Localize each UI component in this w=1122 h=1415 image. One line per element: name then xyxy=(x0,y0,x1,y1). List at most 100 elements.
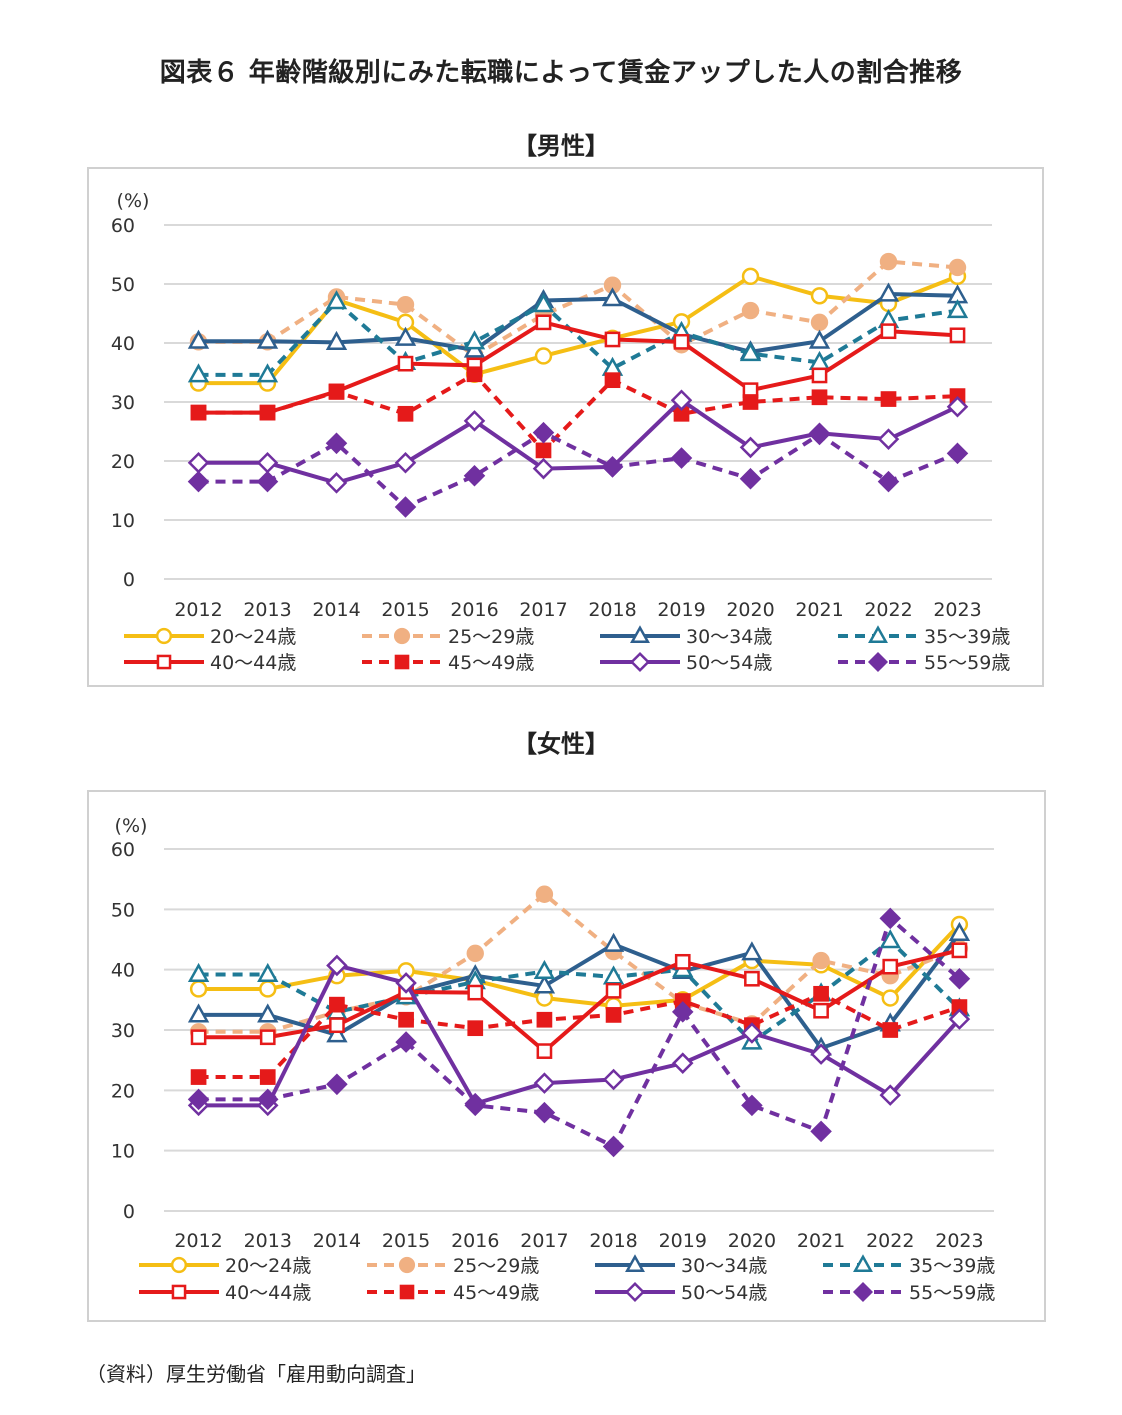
legend-marker-20～24歳 xyxy=(170,1256,188,1274)
point-55～59歳-2022 xyxy=(879,907,902,930)
legend-item-20～24歳: 20～24歳 xyxy=(124,626,296,648)
chart-female-svg: 0 10 20 30 40 50 60(%) 2012 2013 2014 2015 2016 2017… xyxy=(111,815,996,1304)
legend-label-35～39歳: 35～39歳 xyxy=(924,626,1010,648)
legend-item-45～49歳: 45～49歳 xyxy=(367,1282,539,1304)
legend-marker-50～54歳 xyxy=(629,651,651,673)
x-tick-label-2021: 2021 xyxy=(797,1230,845,1252)
point-40～44歳-2020 xyxy=(744,970,760,987)
point-50～54歳-2013 xyxy=(256,452,279,474)
legend-label-40～44歳: 40～44歳 xyxy=(225,1282,311,1304)
chart-male: 0 10 20 30 40 50 60 (%) 2012 2013 2014 2015 2016 2017… xyxy=(87,167,1044,687)
point-40～44歳-2017 xyxy=(536,1043,553,1059)
x-tick-label-2017: 2017 xyxy=(519,599,567,621)
point-55～59歳-2018 xyxy=(602,1135,625,1158)
point-45～49歳-2016 xyxy=(466,366,483,383)
chart-male-svg: 0 10 20 30 40 50 60 (%) 2012 2013 2014 2015 2016 2017… xyxy=(111,190,1011,674)
point-25～29歳-2021 xyxy=(810,313,829,332)
x-tick-label-2012: 2012 xyxy=(174,1230,222,1252)
series-line-35～39歳 xyxy=(198,938,961,1045)
point-55～59歳-2013 xyxy=(256,470,279,493)
point-50～54歳-2014 xyxy=(326,954,348,977)
point-50～54歳-2019 xyxy=(670,389,693,411)
point-30～34歳-2014 xyxy=(326,1023,348,1043)
point-50～54歳-2022 xyxy=(877,428,900,450)
point-40～44歳-2015 xyxy=(397,355,414,372)
x-tick-label-2018: 2018 xyxy=(588,599,636,621)
legend-marker-50～54歳 xyxy=(624,1281,646,1303)
point-30～34歳-2012 xyxy=(187,329,210,349)
legend-marker-30～34歳 xyxy=(630,625,650,644)
point-35～39歳-2017 xyxy=(533,959,556,980)
point-50～54歳-2019 xyxy=(671,1052,694,1074)
x-tick-label-2023: 2023 xyxy=(933,599,981,621)
legend-label-20～24歳: 20～24歳 xyxy=(225,1255,311,1277)
point-35～39歳-2013 xyxy=(256,363,279,383)
legend-item-30～34歳: 30～34歳 xyxy=(595,1254,767,1277)
point-35～39歳-2013 xyxy=(257,962,279,983)
point-40～44歳-2012 xyxy=(190,1029,207,1046)
point-40～44歳-2022 xyxy=(880,323,897,340)
legend-marker-30～34歳 xyxy=(625,1254,645,1273)
legend-marker-45～49歳 xyxy=(394,654,410,670)
series-line-40～44歳 xyxy=(198,948,960,1054)
x-tick-label-2014: 2014 xyxy=(312,599,360,621)
legend-label-50～54歳: 50～54歳 xyxy=(686,652,772,674)
chart-female: 0 10 20 30 40 50 60 (%) 2012 2013 2014 2015 2016 2017… xyxy=(87,790,1046,1322)
legend-item-50～54歳: 50～54歳 xyxy=(600,651,772,674)
x-tick-label-2016: 2016 xyxy=(450,599,498,621)
point-45～49歳-2017 xyxy=(535,442,552,459)
legend-label-55～59歳: 55～59歳 xyxy=(924,652,1010,674)
point-55～59歳-2016 xyxy=(464,1094,487,1117)
legend-label-40～44歳: 40～44歳 xyxy=(210,652,296,674)
y-tick-label-50: 50 xyxy=(111,899,135,921)
legend-marker-40～44歳 xyxy=(171,1284,187,1300)
point-40～44歳-2023 xyxy=(951,942,968,959)
point-55～59歳-2012 xyxy=(187,470,210,493)
point-55～59歳-2021 xyxy=(808,423,831,446)
point-40～44歳-2019 xyxy=(673,333,690,350)
point-35～39歳-2023 xyxy=(946,298,969,319)
legend-item-55～59歳: 55～59歳 xyxy=(823,1281,995,1304)
y-tick-label-60: 60 xyxy=(111,839,135,861)
point-20～24歳-2012 xyxy=(189,980,208,998)
point-30～34歳-2023 xyxy=(948,921,971,942)
point-30～34歳-2014 xyxy=(325,330,348,350)
legend: 20～24歳 25～29歳 30～34歳 35～39歳 40～44歳 45～49歳 50～5… xyxy=(139,1254,995,1304)
point-50～54歳-2017 xyxy=(533,1072,556,1094)
point-55～59歳-2020 xyxy=(739,467,762,490)
legend-item-20～24歳: 20～24歳 xyxy=(139,1255,311,1277)
series-45～49歳 xyxy=(190,366,966,459)
y-unit-label: (%) xyxy=(115,815,148,837)
point-30～34歳-2013 xyxy=(257,1003,279,1023)
series-55～59歳 xyxy=(187,421,969,518)
y-tick-label-0: 0 xyxy=(123,569,135,591)
point-50～54歳-2015 xyxy=(395,972,417,994)
series-40～44歳 xyxy=(190,942,968,1059)
point-50～54歳-2015 xyxy=(394,452,417,474)
point-35～39歳-2012 xyxy=(187,962,210,983)
y-tick-label-10: 10 xyxy=(111,1141,135,1163)
series-line-30～34歳 xyxy=(198,932,962,1051)
x-tick-label-2022: 2022 xyxy=(864,599,912,621)
x-tick-label-2017: 2017 xyxy=(520,1230,568,1252)
panel-title-male: 【男性】 xyxy=(513,132,609,160)
point-50～54歳-2023 xyxy=(948,1008,971,1030)
point-25～29歳-2016 xyxy=(466,944,484,963)
point-50～54歳-2017 xyxy=(532,457,555,480)
series-line-55～59歳 xyxy=(198,430,959,510)
legend-marker-45～49歳 xyxy=(399,1284,415,1300)
point-55～59歳-2017 xyxy=(533,1101,556,1124)
point-45～49歳-2013 xyxy=(259,1069,276,1085)
legend-label-35～39歳: 35～39歳 xyxy=(909,1255,995,1277)
point-55～59歳-2022 xyxy=(877,470,900,493)
series-line-50～54歳 xyxy=(198,963,961,1108)
point-55～59歳-2020 xyxy=(741,1094,763,1117)
x-tick-label-2018: 2018 xyxy=(589,1230,637,1252)
point-25～29歳-2020 xyxy=(741,301,760,320)
x-tick-label-2013: 2013 xyxy=(243,599,291,621)
point-45～49歳-2021 xyxy=(811,389,828,406)
point-40～44歳-2022 xyxy=(882,958,899,975)
point-45～49歳-2014 xyxy=(328,384,345,400)
legend-marker-55～59歳 xyxy=(867,651,889,673)
point-20～24歳-2022 xyxy=(881,989,899,1007)
